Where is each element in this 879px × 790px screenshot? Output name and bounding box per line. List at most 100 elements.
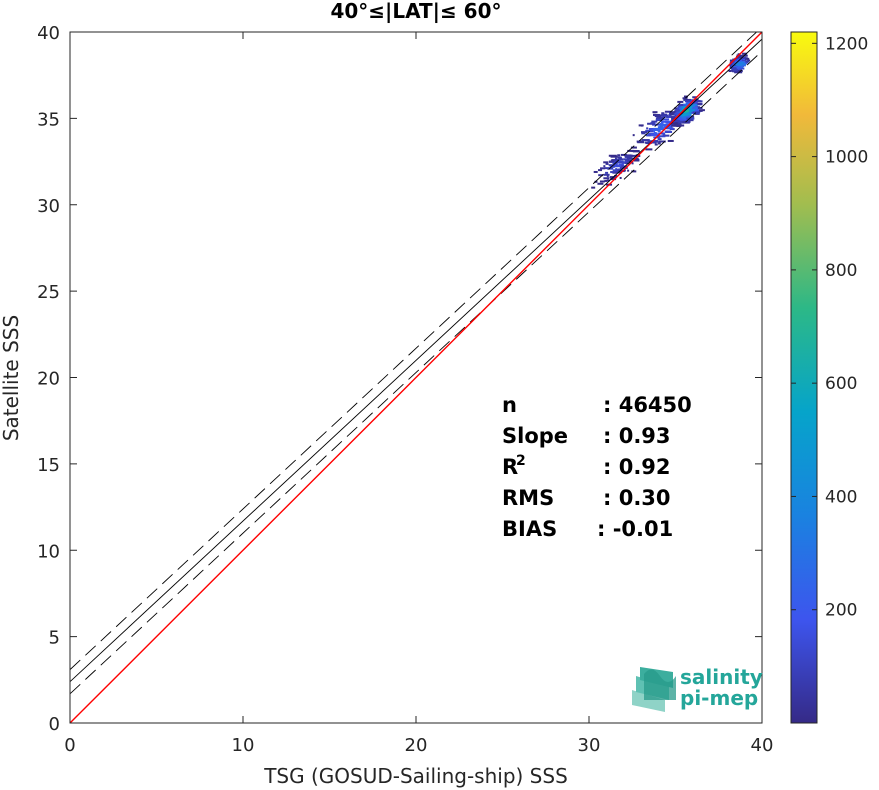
- density-cell: [678, 104, 686, 107]
- density-cell: [605, 162, 609, 165]
- density-cell: [682, 97, 688, 100]
- density-cell: [693, 98, 699, 101]
- density-cell: [645, 141, 648, 144]
- density-cell: [733, 67, 741, 70]
- density-cell: [664, 130, 671, 133]
- density-cell: [630, 146, 637, 149]
- density-cell: [683, 95, 688, 98]
- colorbar-tick-label: 1000: [825, 148, 868, 168]
- density-cell: [653, 131, 657, 134]
- density-cell: [647, 141, 651, 144]
- x-axis-label: TSG (GOSUD-Sailing-ship) SSS: [263, 764, 568, 788]
- density-cell: [654, 143, 658, 146]
- density-cell: [649, 128, 652, 131]
- density-cell: [610, 155, 618, 158]
- density-cell: [659, 124, 666, 127]
- density-cell: [691, 115, 695, 118]
- y-tick-label: 20: [37, 369, 60, 390]
- stat-label: n: [502, 393, 517, 417]
- y-tick-label: 25: [37, 282, 60, 303]
- stat-value: : 46450: [603, 393, 692, 417]
- density-cell: [600, 167, 606, 170]
- density-cell: [624, 154, 632, 157]
- density-cell: [669, 115, 676, 118]
- density-cell: [736, 59, 740, 62]
- density-cell: [621, 161, 628, 164]
- y-tick-label: 35: [37, 109, 60, 130]
- density-cell: [682, 111, 685, 114]
- density-cell: [618, 156, 622, 159]
- density-cell: [657, 142, 661, 145]
- y-axis-label: Satellite SSS: [0, 315, 23, 441]
- density-cell: [742, 57, 746, 60]
- x-tick-label: 30: [578, 735, 601, 756]
- density-cell: [625, 162, 629, 165]
- density-cell: [679, 116, 686, 119]
- density-cell: [738, 61, 744, 64]
- density-cell: [698, 109, 705, 112]
- density-cell: [666, 124, 673, 127]
- density-cell: [663, 134, 670, 137]
- density-cell: [617, 158, 624, 161]
- density-cell: [734, 60, 738, 63]
- stat-value: : -0.01: [597, 517, 673, 541]
- density-cell: [608, 164, 615, 167]
- density-cell: [614, 157, 617, 160]
- density-cell: [677, 122, 682, 125]
- density-cell: [737, 63, 743, 66]
- density-cell: [683, 98, 692, 101]
- density-cell: [689, 108, 693, 111]
- density-cell: [627, 159, 632, 162]
- x-axis-ticks: 0 10 20 30 40: [64, 32, 773, 756]
- density-cell: [684, 115, 690, 118]
- density-cell: [688, 111, 694, 114]
- colorbar-tick-label: 1200: [825, 34, 868, 54]
- density-cell: [662, 115, 669, 118]
- density-cell: [737, 53, 740, 56]
- chart-title: 40°≤|LAT|≤ 60°: [330, 0, 501, 23]
- density-cell: [603, 173, 610, 176]
- density-cell: [686, 119, 694, 122]
- density-cell: [745, 57, 750, 60]
- density-cell: [687, 101, 693, 104]
- density-cell: [681, 114, 686, 117]
- density-cell: [608, 160, 615, 163]
- y-tick-label: 15: [37, 455, 60, 476]
- density-cell: [684, 100, 691, 103]
- density-cell: [686, 112, 689, 115]
- density-cell: [593, 170, 598, 173]
- density-cell: [677, 100, 684, 103]
- density-cell: [658, 135, 666, 138]
- density-cell: [611, 176, 617, 179]
- density-cell: [673, 124, 679, 127]
- density-cell: [660, 120, 668, 123]
- density-cell: [659, 127, 665, 130]
- density-cell: [693, 101, 698, 104]
- density-cell: [732, 69, 738, 72]
- density-cell: [655, 128, 659, 131]
- logo-line-1: salinity: [680, 665, 763, 689]
- density-cell: [659, 122, 664, 125]
- density-cell: [653, 130, 656, 133]
- density-cell: [610, 159, 613, 162]
- density-cell: [627, 149, 635, 152]
- x-tick-label: 0: [64, 735, 75, 756]
- density-cell: [675, 109, 681, 112]
- logo-line-2: pi-mep: [680, 686, 758, 710]
- density-cell: [683, 103, 692, 106]
- density-cell: [674, 111, 678, 114]
- density-cell: [728, 70, 732, 73]
- density-cell: [656, 116, 664, 119]
- density-cell: [685, 113, 692, 116]
- density-cell: [663, 118, 670, 121]
- density-cell: [603, 165, 606, 168]
- density-cell: [655, 117, 664, 120]
- y-tick-label: 5: [49, 628, 60, 649]
- density-cell: [598, 174, 604, 177]
- density-cell: [606, 175, 609, 178]
- density-cell: [653, 140, 659, 143]
- density-cell: [691, 107, 698, 110]
- density-cell: [599, 180, 605, 183]
- density-cell: [652, 113, 656, 116]
- colorbar-tick-label: 200: [825, 601, 857, 621]
